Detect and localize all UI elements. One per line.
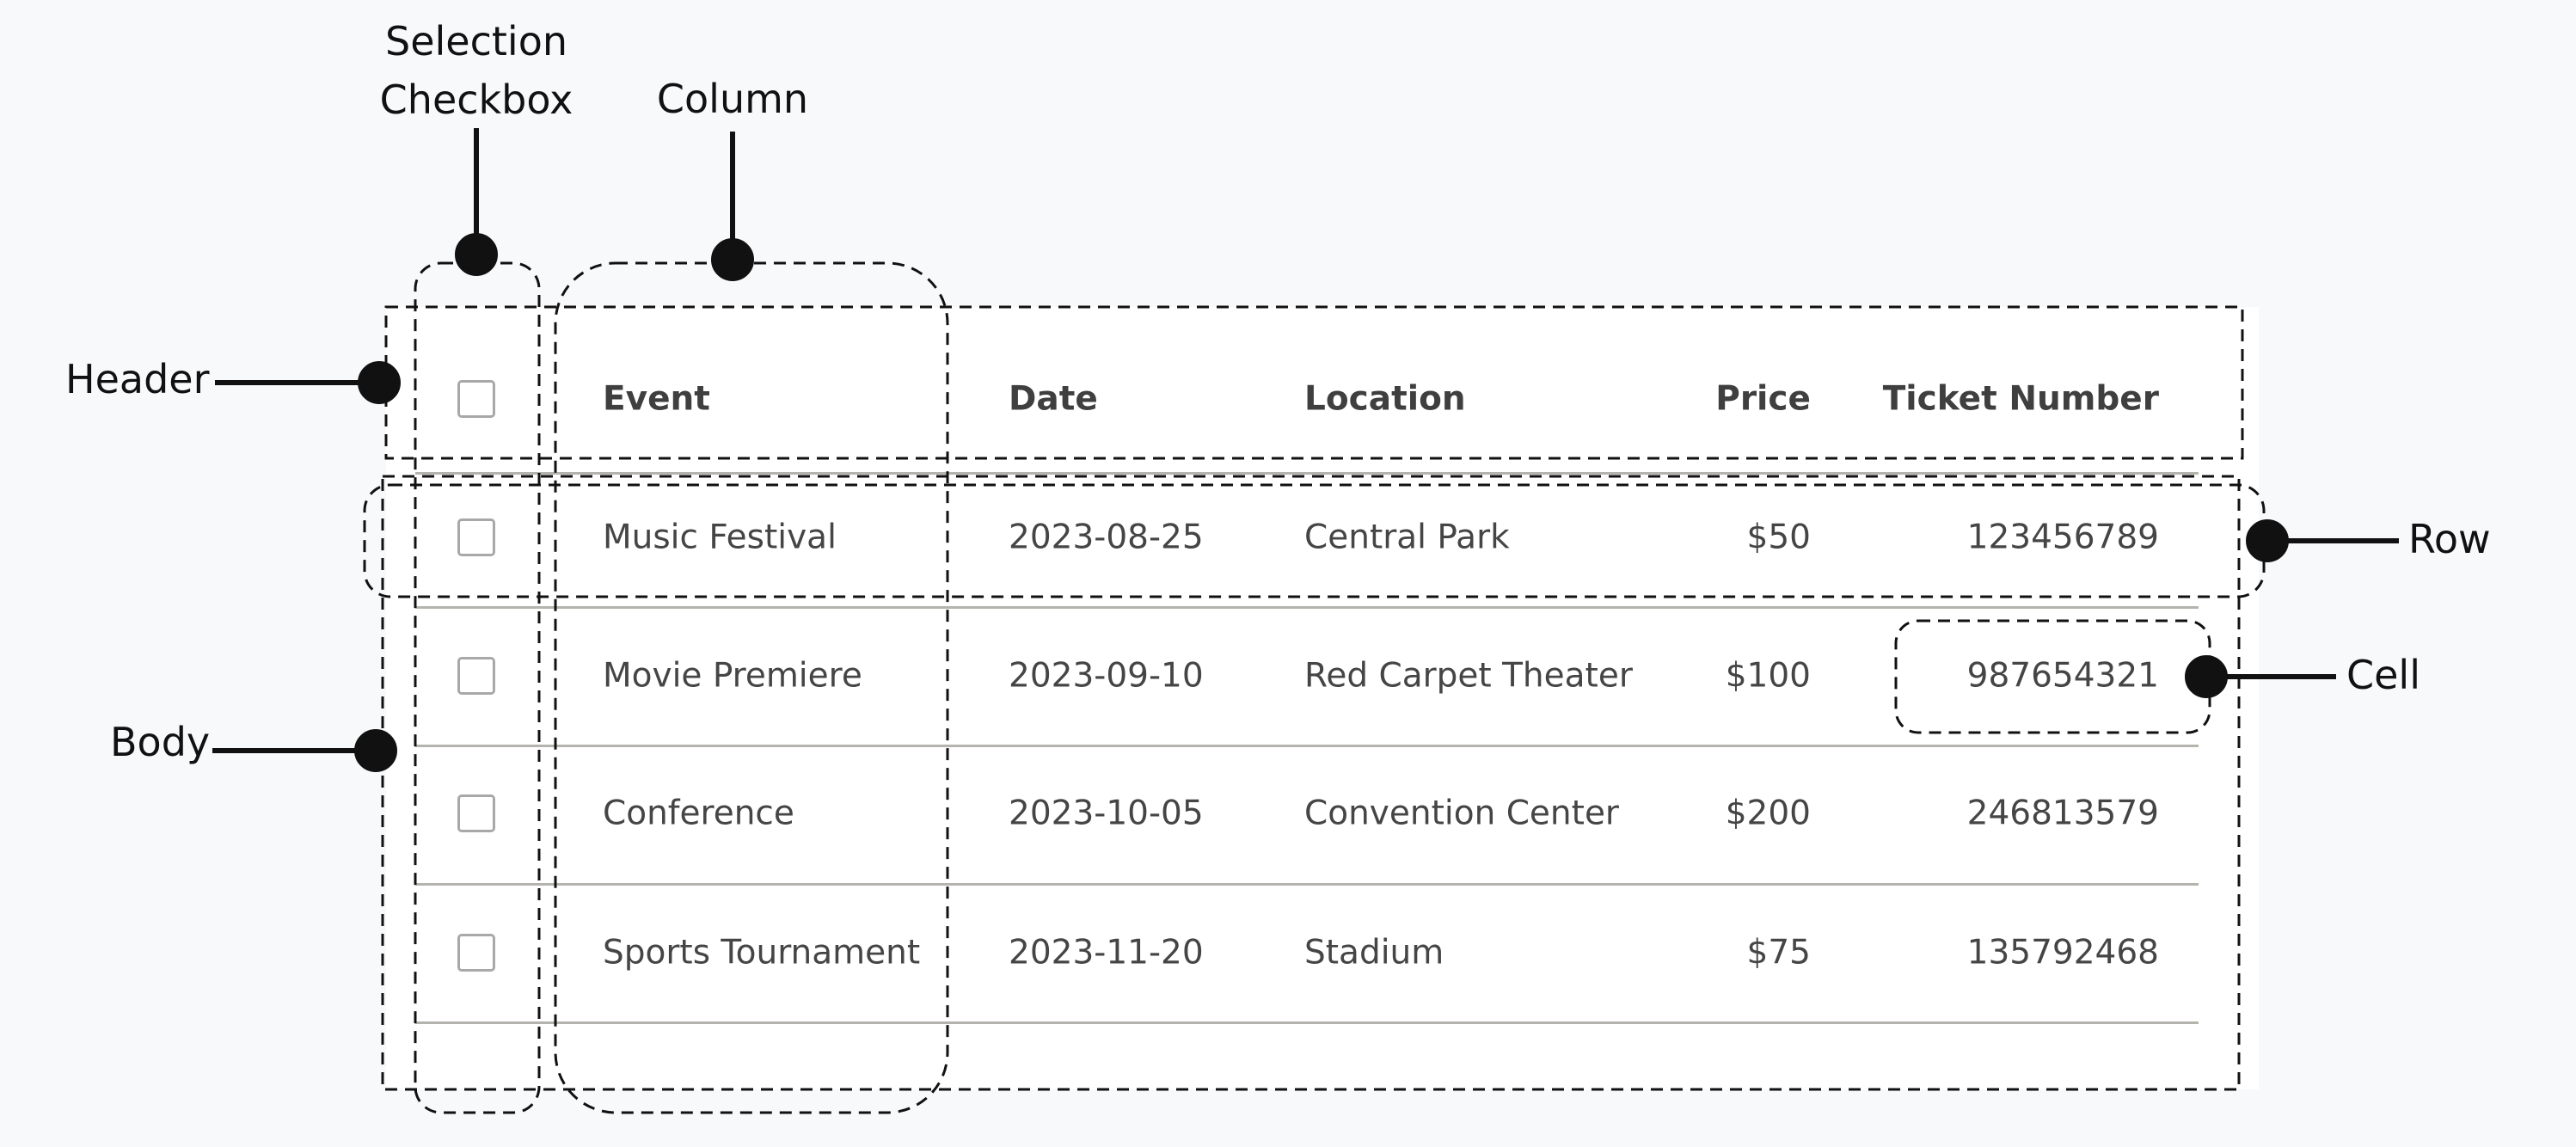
row-divider	[415, 606, 2199, 609]
label-line: Checkbox	[379, 77, 573, 123]
row-divider	[415, 745, 2199, 747]
row-checkbox[interactable]	[457, 934, 495, 972]
cell-price: $200	[1725, 794, 1811, 833]
row-checkbox[interactable]	[457, 518, 495, 556]
cell-event: Conference	[603, 794, 794, 833]
cell-price: $75	[1746, 933, 1811, 972]
column-dot	[711, 238, 754, 281]
cell-event: Movie Premiere	[603, 656, 862, 696]
cell-ticket-number: 123456789	[1966, 518, 2159, 557]
checkbox-column-outline	[414, 261, 541, 1114]
cell-ticket-number: 246813579	[1966, 794, 2159, 833]
cell-ticket-number: 135792468	[1966, 933, 2159, 972]
selection-checkbox-dot	[455, 233, 498, 276]
body-dot	[354, 729, 397, 772]
cell-dot	[2185, 655, 2228, 698]
cell-price: $50	[1746, 518, 1811, 557]
cell-ticket-number: 987654321	[1966, 656, 2159, 696]
column-header-ticket-number[interactable]: Ticket Number	[1882, 379, 2159, 419]
selection-checkbox-label: Selection Checkbox	[380, 12, 573, 129]
cell-label: Cell	[2346, 652, 2420, 698]
cell-location: Stadium	[1304, 933, 1444, 972]
row-divider	[415, 1021, 2199, 1024]
header-label: Header	[65, 356, 210, 402]
header-dot	[358, 361, 401, 404]
data-table	[386, 307, 2259, 1089]
body-label: Body	[110, 719, 211, 765]
cell-location: Central Park	[1304, 518, 1510, 557]
column-header-date[interactable]: Date	[1009, 379, 1098, 419]
header-divider	[415, 472, 2199, 475]
select-all-checkbox[interactable]	[457, 380, 495, 418]
cell-price: $100	[1725, 656, 1811, 696]
column-header-location[interactable]: Location	[1304, 379, 1466, 419]
row-divider	[415, 883, 2199, 886]
cell-event: Music Festival	[603, 518, 837, 557]
cell-event: Sports Tournament	[603, 933, 921, 972]
cell-date: 2023-09-10	[1009, 656, 1204, 696]
body-region-outline	[381, 475, 2241, 1091]
row-outline	[363, 483, 2266, 598]
label-line: Selection	[385, 18, 567, 64]
cell-outline	[1894, 619, 2211, 734]
header-region-outline	[384, 305, 2244, 460]
column-header-event[interactable]: Event	[603, 379, 710, 419]
row-checkbox[interactable]	[457, 657, 495, 695]
cell-location: Red Carpet Theater	[1304, 656, 1633, 696]
column-outline	[554, 261, 949, 1114]
cell-date: 2023-08-25	[1009, 518, 1204, 557]
row-label: Row	[2408, 516, 2491, 562]
row-checkbox[interactable]	[457, 794, 495, 832]
cell-date: 2023-10-05	[1009, 794, 1204, 833]
column-label: Column	[656, 76, 809, 122]
row-dot	[2246, 519, 2289, 562]
cell-location: Convention Center	[1304, 794, 1619, 833]
column-header-price[interactable]: Price	[1715, 379, 1811, 419]
cell-date: 2023-11-20	[1009, 933, 1204, 972]
